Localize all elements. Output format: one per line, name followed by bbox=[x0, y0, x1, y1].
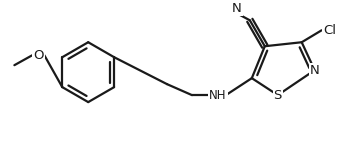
Text: N: N bbox=[232, 2, 242, 15]
Text: S: S bbox=[274, 89, 282, 102]
Text: O: O bbox=[33, 49, 44, 62]
Text: NH: NH bbox=[209, 89, 227, 102]
Text: Cl: Cl bbox=[323, 24, 336, 37]
Text: N: N bbox=[310, 64, 320, 77]
